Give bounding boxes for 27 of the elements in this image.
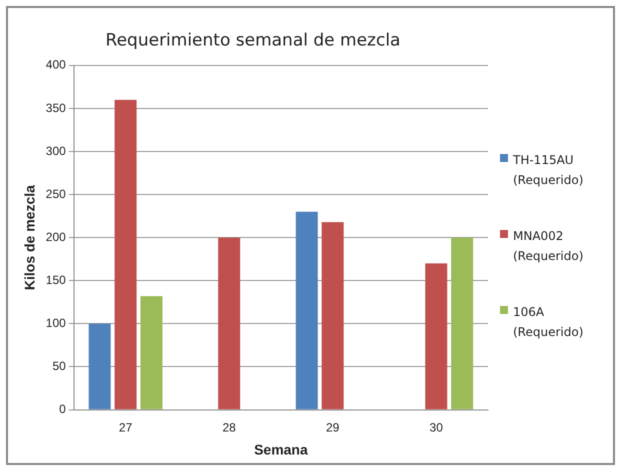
x-tick-label: 29 — [326, 420, 340, 434]
legend-label: MNA002 (Requerido) — [513, 228, 584, 265]
bar — [425, 263, 448, 410]
y-tick-label: 350 — [46, 100, 66, 115]
y-tick-label: 150 — [46, 272, 66, 287]
chart-title: Requerimiento semanal de mezcla — [106, 30, 400, 51]
legend-label: 106A (Requerido) — [513, 304, 584, 341]
bar — [296, 212, 318, 410]
y-tick-label: 0 — [59, 402, 66, 416]
x-tick-label: 28 — [222, 420, 236, 434]
bar — [451, 238, 474, 410]
legend-label: TH-115AU (Requerido) — [513, 152, 584, 189]
y-tick-label: 250 — [46, 186, 66, 201]
bar — [218, 238, 240, 410]
x-tick-label: 27 — [118, 420, 133, 434]
y-axis-title: Kilos de mezcla — [21, 184, 38, 290]
bar — [322, 222, 344, 410]
y-tick-label: 50 — [52, 359, 66, 374]
y-tick-label: 100 — [46, 316, 66, 330]
y-tick-label: 400 — [46, 58, 66, 72]
y-tick-label: 200 — [46, 230, 66, 244]
bar — [88, 324, 111, 410]
x-tick-label: 30 — [430, 420, 444, 434]
y-tick-label: 300 — [46, 144, 66, 158]
x-axis-title: Semana — [254, 441, 308, 458]
bar — [140, 296, 162, 410]
bar — [114, 100, 137, 410]
